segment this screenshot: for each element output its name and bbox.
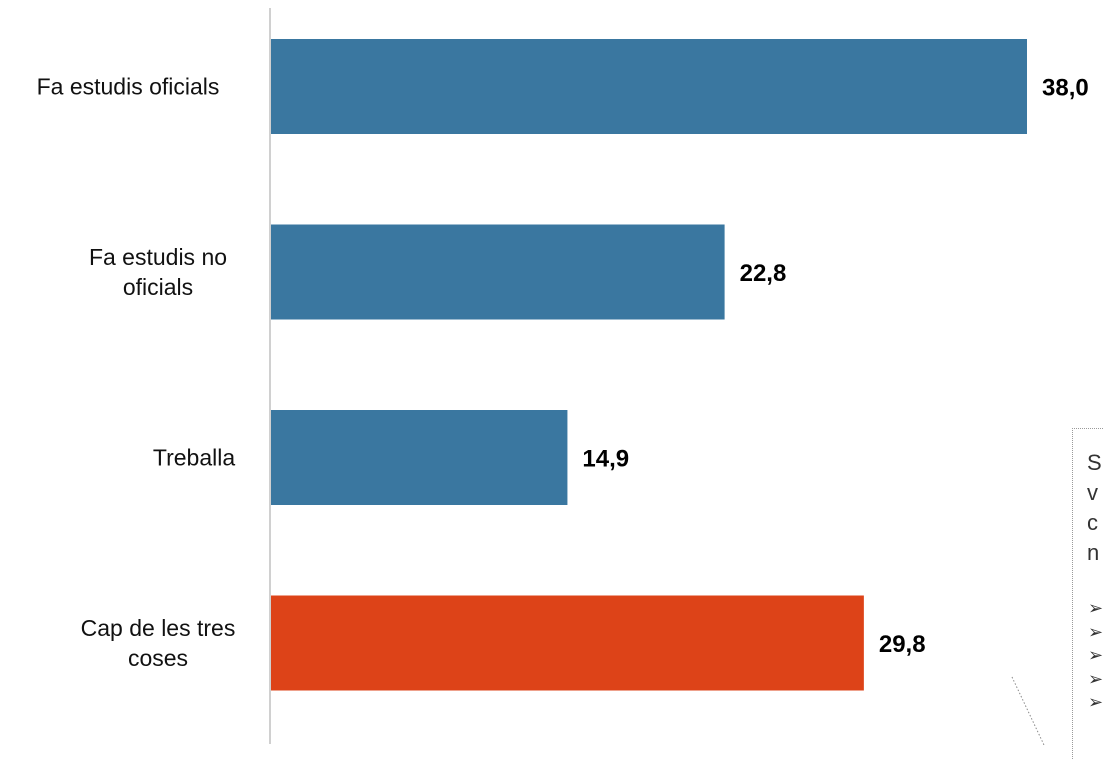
category-label-4-line-1: Cap de les tres [81, 615, 236, 641]
bars-group [271, 39, 1027, 691]
category-label-3-line-1: Treballa [153, 445, 235, 471]
note-panel-text: S v c n [1087, 450, 1102, 565]
category-labels-group: Fa estudis oficials Fa estudis no oficials… [37, 74, 236, 672]
value-label-3: 14,9 [582, 446, 629, 473]
note-panel [1072, 428, 1103, 759]
category-label-3: Treballa [153, 445, 235, 471]
bar-2 [271, 224, 725, 320]
bar-1 [271, 39, 1027, 134]
category-label-4-line-2: coses [128, 645, 188, 671]
category-label-4: Cap de les tres coses [81, 615, 236, 671]
value-labels-group: 38,0 22,8 14,9 29,8 [582, 75, 1088, 659]
value-label-4: 29,8 [879, 631, 926, 658]
category-label-1-line-1: Fa estudis oficials [37, 74, 220, 100]
value-label-1: 38,0 [1042, 75, 1089, 102]
callout-pointer-line [1011, 676, 1045, 746]
category-label-2-line-1: Fa estudis no [89, 244, 227, 270]
value-label-2: 22,8 [740, 260, 787, 287]
bar-3 [271, 410, 568, 505]
bar-4 [271, 595, 864, 691]
category-label-2-line-2: oficials [123, 274, 193, 300]
category-label-2: Fa estudis no oficials [89, 244, 227, 300]
category-label-1: Fa estudis oficials [37, 74, 220, 100]
note-panel-bullets: ➢ ➢ ➢ ➢ ➢ [1088, 598, 1103, 713]
